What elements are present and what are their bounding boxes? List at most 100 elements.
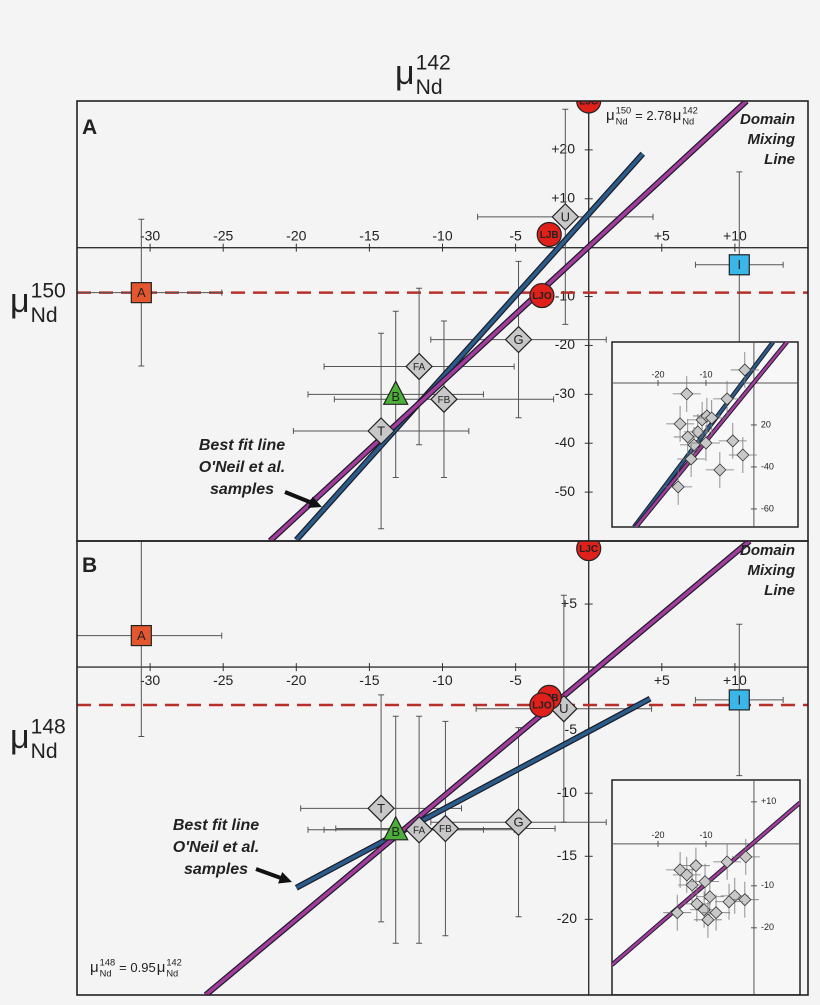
x-tick-label: -25: [213, 672, 233, 688]
equation-coef: = 2.78: [635, 108, 672, 123]
inset-marker: [680, 868, 694, 882]
y-tick-label: -50: [555, 483, 575, 499]
x-axis-label-symbol: μ: [395, 54, 415, 92]
x-tick-label: +10: [723, 672, 747, 688]
marker-diamond: [551, 203, 580, 231]
fit-line: [294, 152, 645, 541]
inset-marker: [726, 434, 740, 448]
inset-marker: [722, 895, 736, 909]
marker-diamond: [504, 808, 533, 837]
point-label: T: [377, 801, 385, 816]
inset-marker: [709, 906, 723, 920]
mixing-line-label: Line: [764, 582, 795, 599]
point-label: B: [391, 389, 400, 404]
point-label: LJC: [579, 544, 598, 555]
x-tick-label: -30: [140, 672, 160, 688]
marker-diamond: [431, 814, 460, 843]
inset-x-tick-label: -10: [699, 369, 712, 379]
arrow-head: [308, 496, 322, 508]
inset-y-tick-label: 20: [761, 419, 771, 429]
x-tick-label: -15: [359, 227, 379, 243]
mixing-line-label: Mixing: [748, 562, 796, 579]
marker-square: [130, 624, 152, 647]
point-label: T: [377, 423, 385, 438]
equation-rhs-sup: 142: [166, 958, 182, 968]
y-tick-label: -15: [557, 847, 577, 863]
y-tick-label: +20: [551, 141, 575, 157]
fit-line: [204, 541, 751, 995]
inset-marker: [720, 392, 734, 406]
inset-marker: [713, 463, 727, 477]
panel-letter: B: [82, 554, 97, 577]
inset-y-tick-label: -20: [761, 922, 774, 932]
panel: -30 -25 -20 -15 -10 -5 +5 +10 +20 +10 -10 -20 -30 -40…: [77, 101, 808, 541]
x-axis-label-sup: 142: [416, 52, 451, 75]
point-label: I: [737, 257, 741, 272]
equation-lhs-sup: 150: [616, 106, 632, 116]
inset-marker: [681, 430, 695, 444]
panel: -30 -25 -20 -15 -10 -5 +5 +10 +5 -5 -10 -15 -20 A LJC U…: [77, 541, 808, 995]
inset-y-tick-label: -40: [761, 461, 774, 471]
y-tick-label: -10: [557, 784, 577, 800]
x-tick-label: +5: [654, 672, 670, 688]
equation-lhs-symbol: μ: [606, 107, 615, 124]
point-label: G: [513, 815, 523, 830]
marker-triangle: [382, 380, 409, 405]
marker-diamond: [405, 815, 433, 844]
point-label: FA: [413, 825, 426, 836]
inset-marker: [703, 890, 717, 904]
inset-x-tick-label: -20: [652, 830, 665, 840]
equation-coef: = 0.95: [119, 960, 156, 975]
marker-diamond: [367, 794, 395, 823]
marker-circle: [536, 221, 562, 248]
inset-marker: [680, 387, 694, 401]
y-axis-label-sup: 150: [31, 280, 66, 303]
x-tick-label: -5: [509, 227, 522, 243]
fit-line: [295, 697, 651, 890]
y-tick-label: -40: [555, 434, 575, 450]
inset-line: [633, 342, 775, 527]
marker-circle: [576, 101, 602, 114]
panel-frame: [76, 540, 809, 996]
inset-marker: [736, 448, 750, 462]
marker-circle: [576, 541, 602, 562]
inset-marker: [705, 411, 719, 425]
point-label: B: [391, 824, 400, 839]
point-label: FB: [438, 395, 451, 406]
mixing-line-label: Line: [764, 151, 795, 168]
inset-marker: [739, 850, 753, 864]
y-tick-label: +5: [561, 595, 577, 611]
y-axis-label-sup: 148: [31, 716, 66, 739]
inset-y-tick-label: -10: [761, 880, 774, 890]
equation-lhs-sub: Nd: [616, 117, 628, 127]
inset-marker: [670, 906, 684, 920]
point-label: U: [559, 701, 568, 716]
x-tick-label: -20: [286, 227, 306, 243]
fit-line: [268, 101, 748, 541]
x-tick-label: -25: [213, 227, 233, 243]
inset-y-tick-label: +10: [761, 796, 776, 806]
inset-marker: [689, 859, 703, 873]
point-label: A: [137, 628, 146, 643]
y-tick-label: -5: [565, 721, 578, 737]
inset: -20 -10 20 -40 -60: [612, 342, 798, 527]
point-label: U: [561, 209, 570, 224]
point-label: FA: [413, 362, 426, 373]
x-tick-label: -10: [432, 672, 452, 688]
inset-marker: [699, 436, 713, 450]
point-label: FB: [439, 824, 452, 835]
best-fit-label: samples: [184, 861, 248, 878]
x-tick-label: -20: [286, 672, 306, 688]
marker-diamond: [367, 417, 395, 445]
marker-square: [130, 282, 152, 304]
marker-diamond: [405, 352, 433, 381]
inset-marker: [673, 417, 687, 431]
inset-marker: [698, 875, 712, 889]
inset-marker: [701, 913, 715, 927]
best-fit-label: Best fit line: [199, 437, 285, 454]
point-label: I: [737, 692, 741, 707]
y-tick-label: -20: [557, 910, 577, 926]
x-tick-label: -30: [140, 227, 160, 243]
mixing-line-label: Domain: [740, 111, 795, 128]
